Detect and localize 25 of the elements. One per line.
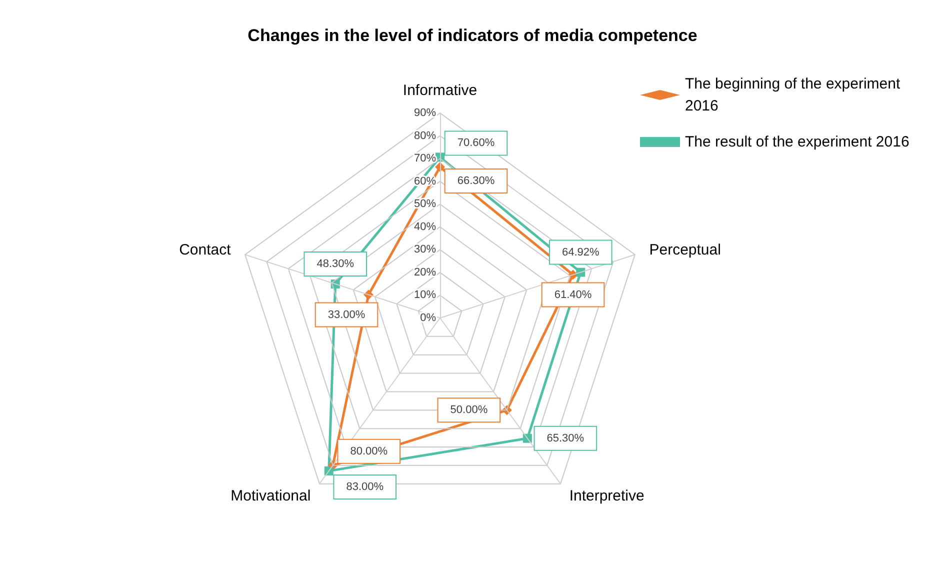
spoke-label: Perceptual — [649, 242, 721, 259]
y-tick-label: 80% — [414, 130, 436, 142]
legend-label: The beginning of the experiment 2016 — [685, 76, 904, 114]
data-label: 80.00% — [350, 445, 388, 458]
y-tick-label: 20% — [414, 266, 436, 278]
spoke-label: Interpretive — [569, 487, 644, 504]
chart-title: Changes in the level of indicators of media competence — [248, 26, 698, 45]
y-tick-label: 90% — [414, 107, 436, 119]
data-label: 33.00% — [328, 308, 366, 321]
data-label: 70.60% — [457, 137, 495, 150]
y-tick-label: 0% — [420, 312, 436, 324]
data-label: 83.00% — [346, 480, 384, 493]
spoke-label: Contact — [179, 242, 232, 259]
y-tick-label: 40% — [414, 220, 436, 233]
legend-label: The result of the experiment 2016 — [685, 134, 910, 150]
y-tick-label: 10% — [414, 289, 436, 302]
spoke-label: Informative — [402, 82, 478, 99]
data-label: 66.30% — [457, 174, 495, 187]
data-label: 48.30% — [316, 258, 354, 270]
data-label: 65.30% — [546, 432, 584, 444]
y-tick-label: 30% — [414, 244, 436, 256]
data-label: 64.92% — [562, 246, 600, 258]
data-label: 61.40% — [554, 288, 592, 301]
spoke-label: Motivational — [230, 487, 311, 504]
data-label: 50.00% — [450, 404, 488, 416]
